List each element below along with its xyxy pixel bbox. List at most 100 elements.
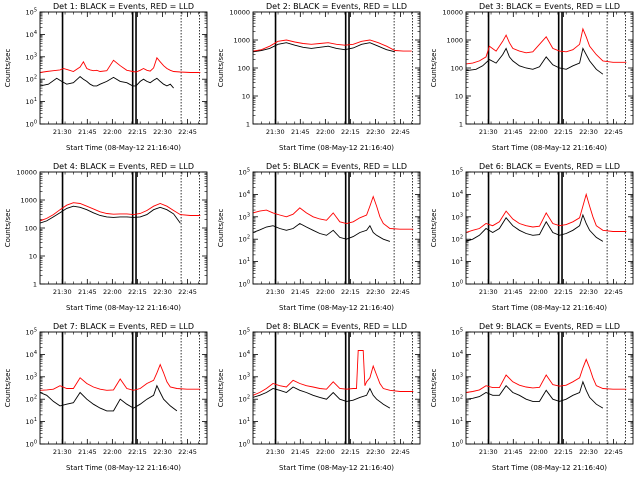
y-tick-label: 103 bbox=[239, 372, 250, 381]
x-tick-label: 21:45 bbox=[504, 288, 523, 296]
chart-svg: Det 7: BLACK = Events, RED = LLD Counts/s… bbox=[4, 322, 208, 472]
y-tick-label: 100 bbox=[238, 65, 250, 73]
y-tick-label: 105 bbox=[26, 8, 37, 17]
lld-series-line bbox=[253, 195, 414, 230]
x-tick-label: 22:00 bbox=[529, 128, 548, 136]
x-tick-label: 22:30 bbox=[579, 448, 598, 456]
x-tick-label: 22:00 bbox=[316, 128, 335, 136]
plot-frame bbox=[39, 11, 208, 125]
events-series-line bbox=[466, 380, 604, 409]
y-tick-label: 105 bbox=[26, 328, 37, 337]
events-series-line bbox=[253, 222, 391, 242]
y-tick-label: 10000 bbox=[229, 9, 250, 17]
chart-title: Det 6: BLACK = Events, RED = LLD bbox=[479, 162, 620, 171]
x-tick-label: 22:15 bbox=[554, 448, 573, 456]
x-tick-label: 22:15 bbox=[341, 448, 360, 456]
y-tick-label: 10 bbox=[242, 93, 250, 101]
chart-title: Det 9: BLACK = Events, RED = LLD bbox=[479, 322, 620, 331]
events-series-line bbox=[253, 386, 391, 409]
x-tick-label: 21:30 bbox=[479, 288, 498, 296]
y-tick-label: 100 bbox=[452, 440, 463, 449]
lld-series-line bbox=[253, 350, 414, 396]
detector-panel-4: Det 4: BLACK = Events, RED = LLD Counts/s… bbox=[0, 160, 213, 320]
x-tick-label: 22:30 bbox=[366, 288, 385, 296]
y-tick-label: 101 bbox=[452, 257, 463, 266]
x-axis-label: Start Time (08-May-12 21:16:40) bbox=[492, 144, 607, 152]
events-series-line bbox=[40, 205, 181, 224]
x-tick-label: 22:30 bbox=[579, 288, 598, 296]
detector-panel-5: Det 5: BLACK = Events, RED = LLD Counts/s… bbox=[213, 160, 426, 320]
chart-svg: Det 5: BLACK = Events, RED = LLD Counts/s… bbox=[217, 162, 421, 312]
y-tick-label: 102 bbox=[239, 235, 250, 244]
lld-series-line bbox=[253, 39, 412, 52]
lld-series-line bbox=[466, 358, 627, 393]
y-tick-label: 10000 bbox=[16, 169, 37, 177]
events-series-line bbox=[466, 47, 604, 75]
chart-title: Det 1: BLACK = Events, RED = LLD bbox=[53, 2, 194, 11]
x-tick-label: 22:15 bbox=[128, 448, 147, 456]
y-tick-label: 105 bbox=[239, 328, 250, 337]
y-axis-label: Counts/sec bbox=[4, 369, 12, 408]
x-tick-label: 22:00 bbox=[103, 288, 122, 296]
y-tick-label: 100 bbox=[452, 280, 463, 289]
chart-svg: Det 9: BLACK = Events, RED = LLD Counts/s… bbox=[430, 322, 634, 472]
events-series-line bbox=[253, 42, 396, 53]
y-tick-label: 104 bbox=[452, 190, 463, 199]
x-tick-label: 21:45 bbox=[78, 128, 97, 136]
x-tick-label: 22:45 bbox=[391, 288, 410, 296]
x-tick-label: 22:30 bbox=[366, 448, 385, 456]
plot-frame bbox=[39, 171, 208, 285]
chart-svg: Det 4: BLACK = Events, RED = LLD Counts/s… bbox=[4, 162, 208, 312]
y-tick-label: 100 bbox=[239, 280, 250, 289]
x-axis-label: Start Time (08-May-12 21:16:40) bbox=[279, 304, 394, 312]
y-tick-label: 104 bbox=[26, 350, 37, 359]
x-axis-label: Start Time (08-May-12 21:16:40) bbox=[492, 304, 607, 312]
x-tick-label: 21:45 bbox=[78, 288, 97, 296]
y-tick-label: 103 bbox=[239, 212, 250, 221]
y-tick-label: 102 bbox=[452, 395, 463, 404]
y-axis-label: Counts/sec bbox=[217, 209, 225, 248]
y-axis-label: Counts/sec bbox=[4, 49, 12, 88]
y-tick-label: 1 bbox=[246, 121, 250, 129]
detector-panel-7: Det 7: BLACK = Events, RED = LLD Counts/s… bbox=[0, 320, 213, 480]
chart-title: Det 5: BLACK = Events, RED = LLD bbox=[266, 162, 407, 171]
y-tick-label: 100 bbox=[451, 65, 463, 73]
y-tick-label: 104 bbox=[26, 30, 37, 39]
events-series-line bbox=[466, 213, 604, 242]
chart-svg: Det 3: BLACK = Events, RED = LLD Counts/s… bbox=[430, 2, 634, 152]
x-tick-label: 22:15 bbox=[554, 288, 573, 296]
x-tick-label: 22:45 bbox=[391, 128, 410, 136]
detector-panel-8: Det 8: BLACK = Events, RED = LLD Counts/s… bbox=[213, 320, 426, 480]
x-tick-label: 21:30 bbox=[53, 448, 72, 456]
y-tick-label: 103 bbox=[452, 372, 463, 381]
x-tick-label: 22:15 bbox=[341, 128, 360, 136]
x-axis-label: Start Time (08-May-12 21:16:40) bbox=[279, 464, 394, 472]
y-axis-label: Counts/sec bbox=[430, 49, 438, 88]
lld-series-line bbox=[40, 363, 201, 391]
detector-panel-6: Det 6: BLACK = Events, RED = LLD Counts/s… bbox=[426, 160, 639, 320]
x-tick-label: 22:45 bbox=[604, 288, 623, 296]
x-tick-label: 21:45 bbox=[504, 128, 523, 136]
x-tick-label: 22:45 bbox=[391, 448, 410, 456]
y-tick-label: 10 bbox=[455, 93, 463, 101]
x-tick-label: 22:45 bbox=[604, 128, 623, 136]
y-tick-label: 102 bbox=[26, 395, 37, 404]
chart-title: Det 2: BLACK = Events, RED = LLD bbox=[266, 2, 407, 11]
chart-title: Det 3: BLACK = Events, RED = LLD bbox=[479, 2, 620, 11]
x-tick-label: 22:15 bbox=[128, 128, 147, 136]
plot-frame bbox=[252, 11, 421, 125]
plot-frame bbox=[465, 171, 634, 285]
x-tick-label: 21:45 bbox=[291, 128, 310, 136]
plot-frame bbox=[465, 11, 634, 125]
x-axis-label: Start Time (08-May-12 21:16:40) bbox=[66, 304, 181, 312]
x-tick-label: 22:00 bbox=[316, 448, 335, 456]
x-tick-label: 21:45 bbox=[78, 448, 97, 456]
chart-svg: Det 6: BLACK = Events, RED = LLD Counts/s… bbox=[430, 162, 634, 312]
x-tick-label: 22:00 bbox=[103, 128, 122, 136]
events-series-line bbox=[40, 384, 178, 412]
x-tick-label: 22:45 bbox=[178, 288, 197, 296]
y-axis-label: Counts/sec bbox=[217, 49, 225, 88]
y-axis-label: Counts/sec bbox=[217, 369, 225, 408]
plot-frame bbox=[39, 331, 208, 445]
y-axis-label: Counts/sec bbox=[430, 209, 438, 248]
